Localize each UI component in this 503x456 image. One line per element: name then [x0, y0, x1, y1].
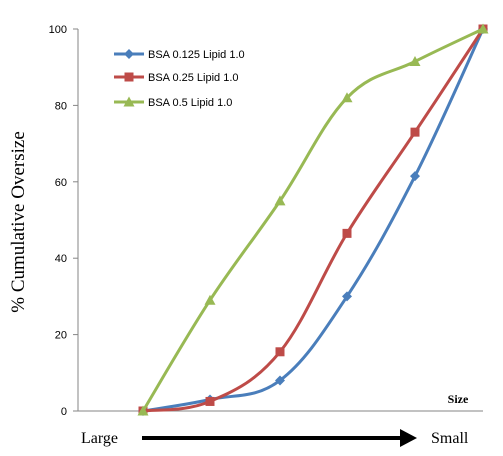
- y-tick-label: 60: [55, 177, 67, 189]
- data-point: [410, 171, 420, 182]
- series-line: [141, 27, 485, 413]
- legend-item: BSA 0.5 Lipid 1.0: [114, 96, 232, 109]
- legend-label: BSA 0.25 Lipid 1.0: [148, 72, 239, 84]
- legend-item: BSA 0.125 Lipid 1.0: [114, 49, 245, 61]
- data-point: [341, 92, 353, 103]
- large-label: Large: [81, 430, 118, 447]
- size-label: Size: [448, 392, 469, 406]
- series-layer: [137, 23, 489, 416]
- data-point: [410, 127, 420, 137]
- data-point: [137, 405, 149, 416]
- y-tick-label: 0: [61, 406, 67, 418]
- series-line: [141, 27, 485, 413]
- data-point: [342, 291, 352, 302]
- legend-marker: [124, 49, 134, 59]
- data-point: [274, 195, 286, 206]
- y-ticks: 0 20 40 60 80 100: [49, 24, 78, 418]
- y-tick-label: 40: [55, 253, 67, 265]
- legend-label: BSA 0.125 Lipid 1.0: [148, 49, 245, 61]
- series-3: [137, 23, 489, 416]
- legend: BSA 0.125 Lipid 1.0 BSA 0.25 Lipid 1.0 BSA…: [114, 49, 245, 109]
- legend-marker: [124, 72, 134, 82]
- data-point: [275, 347, 285, 357]
- y-axis-label: % Cumulative Oversize: [8, 131, 29, 313]
- legend-item: BSA 0.25 Lipid 1.0: [114, 72, 239, 84]
- data-point: [477, 23, 489, 34]
- direction-arrow-head: [400, 429, 417, 447]
- data-point: [205, 396, 215, 406]
- legend-label: BSA 0.5 Lipid 1.0: [148, 97, 232, 109]
- data-point: [204, 294, 216, 305]
- y-tick-label: 20: [55, 330, 67, 342]
- series-line: [141, 27, 485, 413]
- data-point: [275, 375, 285, 386]
- y-tick-label: 100: [49, 24, 67, 36]
- small-label: Small: [431, 430, 469, 447]
- y-tick-label: 80: [55, 100, 67, 112]
- data-point: [342, 228, 352, 238]
- data-point: [409, 55, 421, 66]
- legend-marker: [123, 96, 135, 107]
